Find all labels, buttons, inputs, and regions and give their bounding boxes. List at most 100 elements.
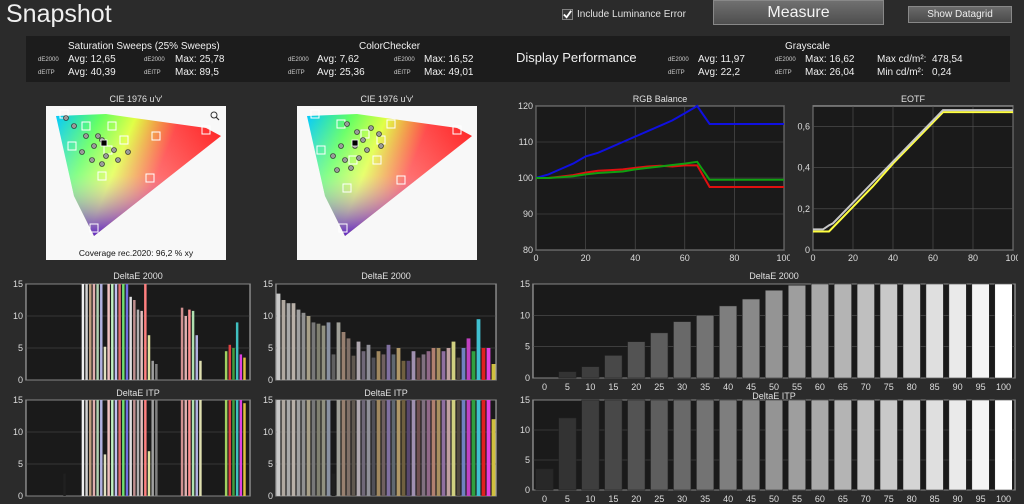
show-datagrid-button[interactable]: Show Datagrid bbox=[908, 6, 1012, 23]
x-tick-label: 55 bbox=[792, 382, 802, 392]
grayscale-de2000-label: dE2000 bbox=[668, 57, 689, 63]
bar bbox=[971, 283, 990, 379]
bar bbox=[291, 400, 296, 496]
eotf-title: EOTF bbox=[901, 94, 925, 104]
saturation-title: Saturation Sweeps (25% Sweeps) bbox=[68, 41, 220, 52]
bar bbox=[235, 322, 239, 380]
bar bbox=[810, 399, 829, 491]
bar bbox=[96, 400, 99, 496]
bar bbox=[122, 400, 125, 496]
x-tick-label: 65 bbox=[838, 382, 848, 392]
bar bbox=[376, 400, 381, 496]
bar bbox=[558, 417, 577, 491]
bar bbox=[406, 360, 411, 380]
bar bbox=[381, 354, 386, 380]
bar bbox=[386, 344, 391, 380]
bar bbox=[81, 284, 85, 380]
saturation-de2000-avg: Avg: 12,65 bbox=[68, 54, 116, 65]
x-tick-label: 5 bbox=[565, 494, 570, 504]
bar bbox=[673, 321, 692, 379]
bar bbox=[147, 335, 151, 380]
bar bbox=[627, 399, 646, 491]
include-luminance-checkbox[interactable]: Include Luminance Error bbox=[562, 9, 686, 20]
gray-de2000-title: DeltaE 2000 bbox=[749, 271, 799, 281]
saturation-de2000-label: dE2000 bbox=[38, 57, 59, 63]
bar bbox=[386, 400, 391, 496]
bar bbox=[486, 348, 491, 380]
y-tick-label: 10 bbox=[13, 427, 23, 437]
bar bbox=[356, 400, 361, 496]
y-tick-label: 5 bbox=[525, 342, 530, 352]
cie-diagram-left[interactable]: Coverage rec.2020: 96,2 % xy bbox=[46, 106, 226, 260]
x-tick-label: 90 bbox=[953, 494, 963, 504]
bar bbox=[765, 399, 783, 491]
bar bbox=[396, 400, 401, 496]
bar bbox=[331, 473, 336, 496]
bar bbox=[673, 399, 692, 491]
stats-strip bbox=[26, 36, 1010, 82]
bar bbox=[281, 400, 286, 496]
y-tick-label: 0 bbox=[268, 375, 273, 384]
x-tick-label: 60 bbox=[680, 253, 690, 263]
bar bbox=[180, 307, 184, 380]
bar bbox=[89, 284, 92, 380]
x-tick-label: 40 bbox=[630, 253, 640, 263]
bar bbox=[426, 351, 431, 380]
bar bbox=[125, 284, 129, 380]
y-tick-label: 10 bbox=[13, 311, 23, 321]
bar bbox=[787, 399, 806, 491]
bar bbox=[306, 400, 311, 496]
bar bbox=[879, 399, 898, 491]
bar bbox=[144, 400, 147, 496]
bar bbox=[85, 400, 88, 496]
measure-button[interactable]: Measure bbox=[713, 0, 884, 25]
x-tick-label: 80 bbox=[907, 382, 917, 392]
bar bbox=[856, 283, 875, 379]
white-point-marker bbox=[351, 139, 359, 147]
max-luminance-label: Max cd/m²: bbox=[877, 54, 927, 65]
bar bbox=[456, 357, 461, 380]
bar bbox=[228, 344, 232, 380]
bar bbox=[111, 284, 114, 380]
bar bbox=[133, 400, 136, 496]
bar bbox=[311, 400, 316, 496]
bar bbox=[144, 284, 147, 380]
bar bbox=[466, 400, 471, 496]
bar bbox=[92, 284, 96, 380]
x-tick-label: 30 bbox=[677, 494, 687, 504]
y-tick-label: 90 bbox=[523, 209, 533, 219]
sat-de2000-title: DeltaE 2000 bbox=[113, 271, 163, 281]
y-tick-label: 80 bbox=[523, 245, 533, 255]
cie-diagram-right[interactable] bbox=[297, 106, 477, 260]
bar bbox=[879, 283, 898, 379]
magnifier-icon[interactable] bbox=[210, 111, 220, 121]
bar bbox=[719, 305, 738, 379]
bar bbox=[92, 400, 96, 496]
bar bbox=[371, 400, 376, 496]
rgb-balance-title: RGB Balance bbox=[632, 94, 688, 104]
bar bbox=[436, 400, 441, 496]
colorchecker-itp-chart: 0 5 10 15 bbox=[263, 396, 497, 500]
bar bbox=[476, 319, 481, 380]
y-tick-label: 0 bbox=[268, 491, 273, 500]
bar bbox=[925, 283, 944, 379]
y-tick-label: 10 bbox=[520, 425, 530, 435]
x-tick-label: 35 bbox=[700, 494, 710, 504]
bar bbox=[147, 451, 151, 496]
bar bbox=[301, 400, 306, 496]
bar bbox=[96, 284, 99, 380]
colorchecker-deitp-avg: Avg: 25,36 bbox=[317, 67, 365, 78]
bar bbox=[446, 400, 451, 496]
y-tick-label: 5 bbox=[268, 459, 273, 469]
bar bbox=[100, 284, 103, 380]
bar bbox=[411, 351, 416, 380]
bar bbox=[361, 400, 366, 496]
bar bbox=[188, 309, 191, 380]
bar bbox=[136, 400, 140, 496]
x-tick-label: 100 bbox=[1005, 253, 1018, 263]
y-tick-label: 5 bbox=[18, 343, 23, 353]
bar bbox=[581, 366, 600, 379]
bar bbox=[481, 400, 486, 496]
sat-itp-title: DeltaE ITP bbox=[116, 388, 160, 398]
bar bbox=[627, 341, 646, 379]
